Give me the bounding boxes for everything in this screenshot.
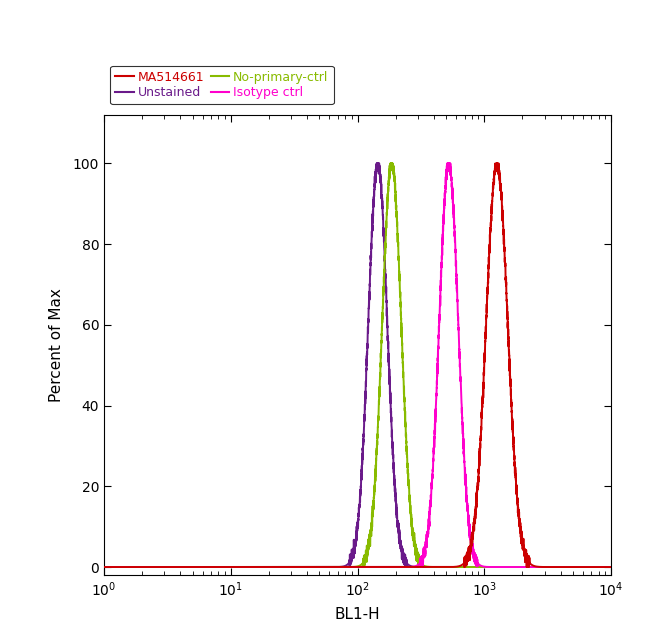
- Y-axis label: Percent of Max: Percent of Max: [49, 288, 64, 402]
- X-axis label: BL1-H: BL1-H: [335, 607, 380, 622]
- Legend: MA514661, Unstained, No-primary-ctrl, Isotype ctrl: MA514661, Unstained, No-primary-ctrl, Is…: [111, 66, 333, 104]
